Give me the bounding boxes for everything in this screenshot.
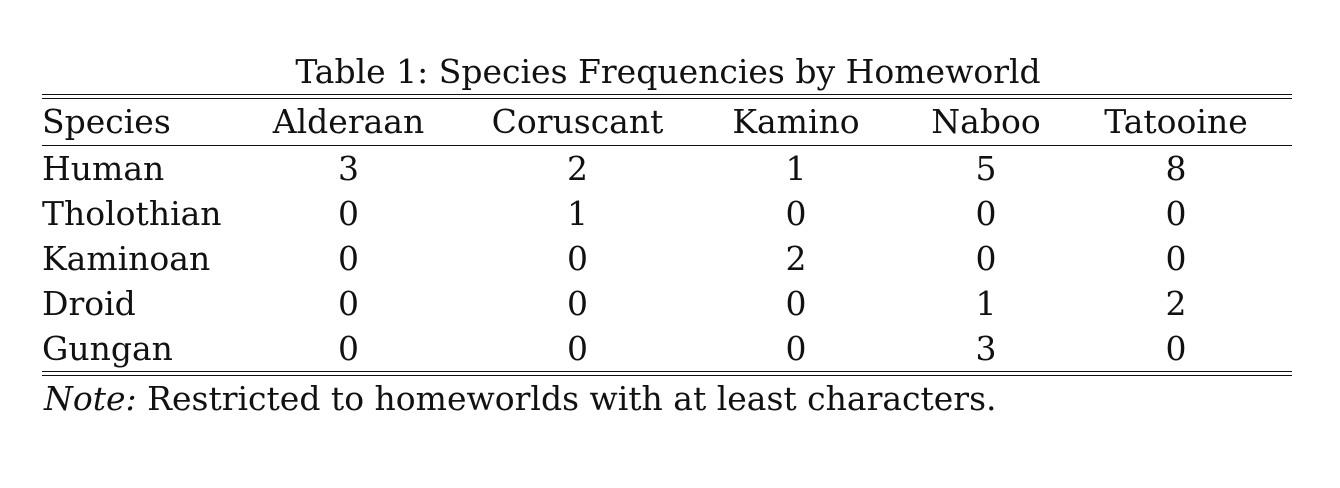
row-label: Human <box>42 149 165 188</box>
header-row: Species Alderaan Coruscant Kamino Naboo … <box>42 99 1292 146</box>
table-cell: 0 <box>338 329 359 368</box>
column-header-coruscant: Coruscant <box>491 102 664 141</box>
frequency-table: Species Alderaan Coruscant Kamino Naboo … <box>42 99 1292 371</box>
table-cell: 8 <box>1165 149 1187 188</box>
top-rule <box>42 94 1292 95</box>
table-cell: 0 <box>1165 329 1187 368</box>
table-cell: 0 <box>785 329 807 368</box>
table-cell: 0 <box>975 239 997 278</box>
table-row: Kaminoan 0 0 2 0 0 <box>42 236 1292 281</box>
table-row: Gungan 0 0 0 3 0 <box>42 326 1292 371</box>
table-cell: 2 <box>567 149 588 188</box>
table-cell: 0 <box>785 194 807 233</box>
species-table: Species Alderaan Coruscant Kamino Naboo … <box>42 94 1292 376</box>
column-header-tatooine: Tatooine <box>1104 102 1248 141</box>
table-cell: 0 <box>1165 239 1187 278</box>
table-cell: 0 <box>975 194 997 233</box>
table-row: Human 3 2 1 5 8 <box>42 146 1292 192</box>
table-cell: 0 <box>338 194 359 233</box>
table-row: Tholothian 0 1 0 0 0 <box>42 191 1292 236</box>
note-label: Note: <box>44 379 137 418</box>
table-cell: 5 <box>975 149 997 188</box>
bottom-rule-second <box>42 375 1292 376</box>
table-cell: 2 <box>1165 284 1187 323</box>
table-caption: Table 1: Species Frequencies by Homeworl… <box>295 52 1041 91</box>
column-header-alderaan: Alderaan <box>272 102 425 141</box>
table-cell: 0 <box>567 329 588 368</box>
table-cell: 0 <box>338 284 359 323</box>
row-label: Kaminoan <box>42 239 211 278</box>
table-cell: 0 <box>1165 194 1187 233</box>
table-cell: 1 <box>975 284 997 323</box>
table-note: Note: Restricted to homeworlds with at l… <box>44 377 997 421</box>
row-label: Gungan <box>42 329 173 368</box>
table-cell: 0 <box>567 284 588 323</box>
table-cell: 0 <box>338 239 359 278</box>
table-row: Droid 0 0 0 1 2 <box>42 281 1292 326</box>
table-body: Human 3 2 1 5 8 Tholothian 0 1 0 0 0 Kam… <box>42 145 1292 372</box>
note-text: Restricted to homeworlds with at least c… <box>136 379 997 418</box>
table-cell: 1 <box>785 149 807 188</box>
row-label: Tholothian <box>42 194 222 233</box>
table-cell: 0 <box>785 284 807 323</box>
bottom-rule <box>42 371 1292 372</box>
row-label: Droid <box>42 284 136 323</box>
top-rule-second <box>42 98 1292 99</box>
column-header-kamino: Kamino <box>732 102 860 141</box>
table-cell: 2 <box>785 239 807 278</box>
table-cell: 3 <box>975 329 997 368</box>
table-cell: 3 <box>338 149 359 188</box>
table-cell: 1 <box>567 194 588 233</box>
table-cell: 0 <box>567 239 588 278</box>
column-header-species: Species <box>42 102 171 141</box>
column-header-naboo: Naboo <box>931 102 1041 141</box>
